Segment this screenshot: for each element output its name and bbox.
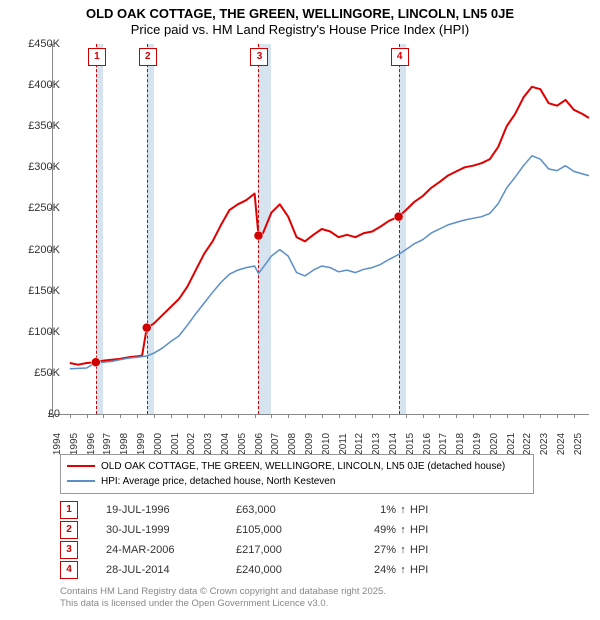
legend-box: OLD OAK COTTAGE, THE GREEN, WELLINGORE, … — [60, 454, 534, 494]
x-axis-label: 2002 — [186, 433, 197, 455]
x-axis-label: 2004 — [220, 433, 231, 455]
sale-row-marker: 4 — [60, 561, 78, 579]
x-axis-label: 2020 — [489, 433, 500, 455]
x-axis-label: 2019 — [472, 433, 483, 455]
series-hpi — [70, 156, 589, 369]
y-axis-label: £450K — [10, 38, 60, 50]
legend-series-property: OLD OAK COTTAGE, THE GREEN, WELLINGORE, … — [67, 459, 527, 474]
x-axis-label: 2013 — [371, 433, 382, 455]
sale-row: 2 30-JUL-1999£105,00049%↑HPI — [60, 520, 428, 540]
sale-diff: 49% — [336, 520, 396, 540]
x-axis-label: 2021 — [506, 433, 517, 455]
sale-row: 4 28-JUL-2014£240,00024%↑HPI — [60, 560, 428, 580]
footer-line1: Contains HM Land Registry data © Crown c… — [60, 586, 386, 598]
sale-row-marker: 1 — [60, 501, 78, 519]
chart-subtitle: Price paid vs. HM Land Registry's House … — [0, 22, 600, 38]
sale-marker-box: 4 — [391, 48, 409, 66]
x-axis-label: 1998 — [119, 433, 130, 455]
x-axis-label: 1994 — [52, 433, 63, 455]
x-axis-labels: 1994199519961997199819992000200120022003… — [52, 416, 588, 446]
x-axis-label: 2010 — [321, 433, 332, 455]
sale-date: 28-JUL-2014 — [106, 560, 236, 580]
x-axis-label: 2001 — [170, 433, 181, 455]
sale-diff: 24% — [336, 560, 396, 580]
legend-label-hpi: HPI: Average price, detached house, Nort… — [101, 476, 335, 487]
up-arrow-icon: ↑ — [396, 540, 410, 560]
y-axis-label: £50K — [10, 367, 60, 379]
sale-hpi-label: HPI — [410, 520, 428, 540]
sale-hpi-label: HPI — [410, 560, 428, 580]
sale-point-dot — [254, 231, 263, 240]
x-axis-label: 2016 — [422, 433, 433, 455]
sale-date: 30-JUL-1999 — [106, 520, 236, 540]
sale-marker-box: 3 — [250, 48, 268, 66]
x-axis-label: 2003 — [203, 433, 214, 455]
x-axis-label: 1996 — [86, 433, 97, 455]
up-arrow-icon: ↑ — [396, 520, 410, 540]
x-axis-label: 2017 — [438, 433, 449, 455]
sale-hpi-label: HPI — [410, 540, 428, 560]
up-arrow-icon: ↑ — [396, 560, 410, 580]
sale-point-dot — [142, 323, 151, 332]
x-axis-label: 2009 — [304, 433, 315, 455]
x-axis-label: 2008 — [287, 433, 298, 455]
y-axis-label: £400K — [10, 79, 60, 91]
sale-diff: 27% — [336, 540, 396, 560]
sale-row: 1 19-JUL-1996£63,0001%↑HPI — [60, 500, 428, 520]
chart-svg — [53, 44, 589, 414]
sale-row: 3 24-MAR-2006£217,00027%↑HPI — [60, 540, 428, 560]
sale-price: £63,000 — [236, 500, 336, 520]
y-axis-label: £250K — [10, 202, 60, 214]
x-axis-label: 2011 — [338, 433, 349, 455]
legend-swatch-property — [67, 465, 95, 467]
sale-point-dot — [394, 212, 403, 221]
y-axis-label: £150K — [10, 285, 60, 297]
x-axis-label: 1999 — [136, 433, 147, 455]
sale-marker-box: 1 — [88, 48, 106, 66]
legend-series-hpi: HPI: Average price, detached house, Nort… — [67, 474, 527, 489]
y-axis-label: £300K — [10, 161, 60, 173]
footer-attribution: Contains HM Land Registry data © Crown c… — [60, 586, 386, 610]
sale-price: £240,000 — [236, 560, 336, 580]
y-axis-label: £100K — [10, 326, 60, 338]
x-axis-label: 1997 — [102, 433, 113, 455]
y-axis-label: £350K — [10, 120, 60, 132]
x-axis-label: 2022 — [522, 433, 533, 455]
chart-title: OLD OAK COTTAGE, THE GREEN, WELLINGORE, … — [0, 6, 600, 22]
sale-row-marker: 3 — [60, 541, 78, 559]
chart-plot-area: 1 2 3 4 — [52, 44, 589, 415]
up-arrow-icon: ↑ — [396, 500, 410, 520]
sales-table: 119-JUL-1996£63,0001%↑HPI230-JUL-1999£10… — [60, 500, 428, 580]
x-axis-label: 1995 — [69, 433, 80, 455]
x-axis-label: 2025 — [573, 433, 584, 455]
x-axis-label: 2024 — [556, 433, 567, 455]
legend-swatch-hpi — [67, 480, 95, 482]
sale-point-dot — [91, 358, 100, 367]
sale-hpi-label: HPI — [410, 500, 428, 520]
y-axis-label: £200K — [10, 244, 60, 256]
sale-row-marker: 2 — [60, 521, 78, 539]
x-axis-label: 2007 — [270, 433, 281, 455]
x-axis-label: 2012 — [354, 433, 365, 455]
sale-date: 19-JUL-1996 — [106, 500, 236, 520]
sale-date: 24-MAR-2006 — [106, 540, 236, 560]
footer-line2: This data is licensed under the Open Gov… — [60, 598, 386, 610]
x-axis-label: 2018 — [455, 433, 466, 455]
x-axis-label: 2005 — [237, 433, 248, 455]
sale-marker-box: 2 — [139, 48, 157, 66]
x-axis-label: 2006 — [254, 433, 265, 455]
sale-price: £217,000 — [236, 540, 336, 560]
sale-diff: 1% — [336, 500, 396, 520]
x-axis-label: 2014 — [388, 433, 399, 455]
x-axis-label: 2000 — [153, 433, 164, 455]
x-axis-label: 2023 — [539, 433, 550, 455]
y-axis-label: £0 — [10, 408, 60, 420]
sale-price: £105,000 — [236, 520, 336, 540]
x-axis-label: 2015 — [405, 433, 416, 455]
title-block: OLD OAK COTTAGE, THE GREEN, WELLINGORE, … — [0, 0, 600, 39]
legend-label-property: OLD OAK COTTAGE, THE GREEN, WELLINGORE, … — [101, 461, 505, 472]
